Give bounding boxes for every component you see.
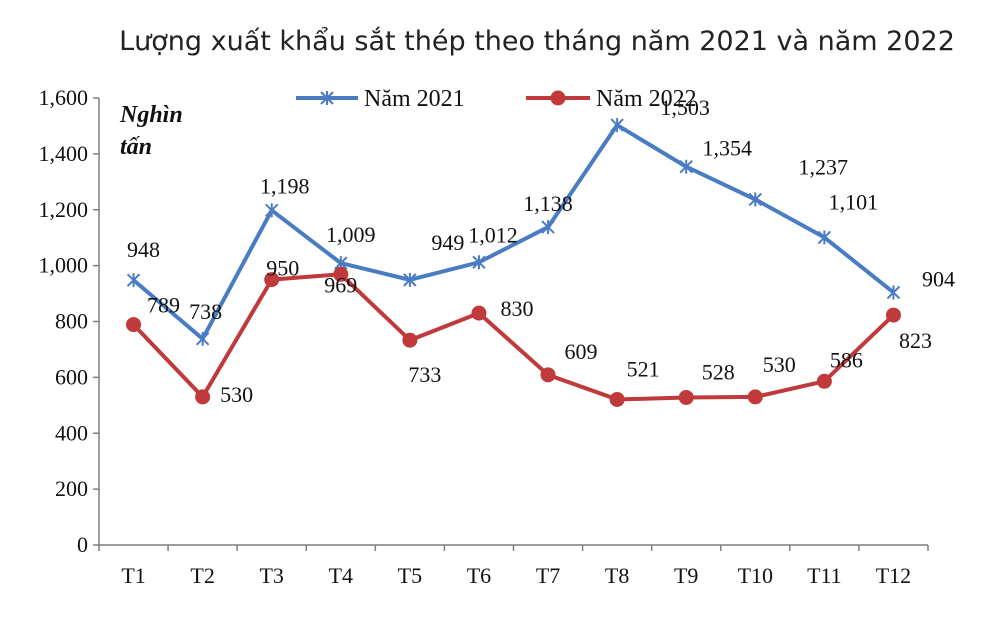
series-2022-marker bbox=[550, 90, 566, 106]
series-2022-marker bbox=[333, 266, 349, 282]
y-tick-label: 1,200 bbox=[39, 197, 89, 222]
unit-label-line: Nghìn bbox=[119, 102, 183, 128]
series-2022-data-label: 950 bbox=[266, 256, 299, 281]
series-2022-marker bbox=[747, 389, 763, 405]
y-tick-label: 1,400 bbox=[39, 141, 89, 166]
x-tick-label: T4 bbox=[329, 563, 353, 588]
series-2022-marker bbox=[540, 367, 556, 383]
series-2022-marker bbox=[678, 389, 694, 405]
x-tick-label: T7 bbox=[536, 563, 560, 588]
series-2021-data-label: 948 bbox=[127, 237, 160, 262]
y-tick-label: 400 bbox=[55, 420, 88, 445]
x-tick-label: T6 bbox=[467, 563, 491, 588]
series-2021-data-label: 1,198 bbox=[260, 173, 310, 198]
series-2021-data-label: 1,138 bbox=[523, 191, 573, 216]
x-tick-label: T12 bbox=[876, 563, 911, 588]
unit-label: Nghìn tấn bbox=[119, 102, 183, 160]
series-2022-data-label: 830 bbox=[500, 296, 533, 321]
series-2021-marker bbox=[403, 272, 417, 287]
series-2022-data-label: 823 bbox=[899, 328, 932, 353]
series-2021-marker bbox=[610, 118, 624, 133]
series-group bbox=[126, 118, 901, 407]
series-2022-marker bbox=[816, 373, 832, 389]
series-2021-data-label: 949 bbox=[431, 230, 464, 255]
series-2021-data-label: 738 bbox=[189, 299, 222, 324]
series-2021-marker bbox=[472, 255, 486, 270]
series-2022-marker bbox=[264, 272, 280, 288]
series-2021-data-label: 1,012 bbox=[468, 222, 518, 247]
y-tick-label: 1,000 bbox=[39, 253, 89, 278]
x-tick-label: T9 bbox=[674, 563, 698, 588]
series-2021-data-label: 1,237 bbox=[799, 154, 849, 179]
chart-title: Lượng xuất khẩu sắt thép theo tháng năm … bbox=[119, 26, 955, 57]
series-2022-data-label: 969 bbox=[324, 272, 357, 297]
series-2021-marker bbox=[748, 192, 762, 207]
unit-label-line: tấn bbox=[120, 134, 152, 160]
series-2022-data-label: 789 bbox=[147, 293, 180, 318]
legend-label-2021: Năm 2021 bbox=[364, 86, 465, 112]
series-2021-data-label: 904 bbox=[922, 266, 955, 291]
series-2022-marker bbox=[402, 332, 418, 348]
series-2022-data-label: 609 bbox=[565, 339, 598, 364]
series-2022-line bbox=[132, 272, 895, 402]
series-2022-marker bbox=[471, 305, 487, 321]
series-2022-data-label: 586 bbox=[830, 347, 863, 372]
series-2021-marker bbox=[886, 285, 901, 300]
axes: 0 200 400 600 800 1,000 1,200 1,400 1,600 T1 T2 T3 T… bbox=[39, 85, 929, 588]
legend: Năm 2021 Năm 2022 bbox=[296, 86, 697, 112]
x-tick-label: T5 bbox=[398, 563, 422, 588]
series-2021-data-label: 1,009 bbox=[326, 222, 376, 247]
series-2022-marker bbox=[885, 307, 901, 323]
series-2021-marker bbox=[817, 230, 832, 245]
y-tick-label: 800 bbox=[55, 309, 88, 334]
series-2022-data-label: 530 bbox=[763, 352, 796, 377]
y-tick-label: 0 bbox=[77, 532, 88, 557]
series-2021-marker bbox=[320, 91, 334, 105]
x-tick-label: T1 bbox=[121, 563, 145, 588]
series-2022-data-label: 521 bbox=[627, 356, 660, 381]
x-tick-label: T11 bbox=[807, 563, 842, 588]
series-2022-data-label: 733 bbox=[408, 362, 441, 387]
series-2021-marker bbox=[126, 273, 141, 288]
series-2021-data-label: 1,101 bbox=[829, 189, 879, 214]
x-tick-label: T2 bbox=[190, 563, 214, 588]
series-2021-marker bbox=[679, 159, 693, 174]
series-2021-marker bbox=[265, 203, 279, 218]
series-2021-marker bbox=[541, 220, 555, 235]
x-tick-label: T10 bbox=[738, 563, 773, 588]
series-2021-marker bbox=[195, 331, 210, 346]
series-2021-line bbox=[132, 123, 895, 341]
series-2022-data-label: 528 bbox=[702, 359, 735, 384]
y-tick-label: 1,600 bbox=[39, 85, 89, 110]
x-tick-label: T3 bbox=[259, 563, 283, 588]
series-2022-marker bbox=[195, 389, 211, 405]
y-tick-label: 600 bbox=[55, 364, 88, 389]
y-tick-label: 200 bbox=[55, 476, 88, 501]
series-2022-marker bbox=[609, 391, 625, 407]
series-2022-marker bbox=[126, 317, 142, 333]
series-2021-data-label: 1,503 bbox=[660, 95, 710, 120]
series-2021-data-label: 1,354 bbox=[702, 136, 752, 161]
x-tick-label: T8 bbox=[605, 563, 629, 588]
legend-label-2022: Năm 2022 bbox=[596, 86, 697, 112]
series-2022-data-label: 530 bbox=[220, 382, 253, 407]
